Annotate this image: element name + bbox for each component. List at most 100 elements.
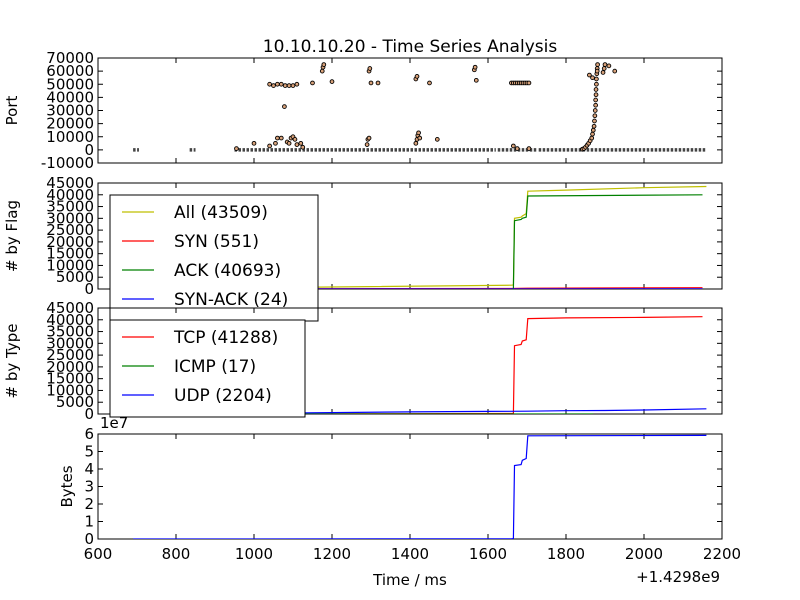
plots-group: -100000100002000030000400005000060000700… [3,49,741,563]
x-tick-label: 600 [84,545,113,563]
types-y-tick-label: 30000 [46,334,94,352]
port-point [234,146,239,151]
bytes-y-tick-label: 3 [84,478,94,496]
port-y-tick-label: 30000 [46,102,94,120]
bytes-y-tick-label: 6 [84,425,94,443]
bytes-y-tick-label: 0 [84,530,94,548]
flags-y-tick-label: 20000 [46,233,94,251]
bytes-y-axis-label: Bytes [58,465,76,507]
port-point [510,143,516,149]
bytes-panel: 600 800 1000 1200 1400 1600 1800 2000 2200 012345… [58,414,741,563]
flags-y-tick-label: 25000 [46,221,94,239]
port-y-tick-label: 10000 [46,128,94,146]
port-point [375,80,381,86]
flags-y-tick-label: 45000 [46,174,94,192]
port-data-layer [133,62,707,152]
port-point [606,63,612,69]
port-point [275,81,280,87]
port-point [416,130,421,136]
port-point [594,81,599,87]
types-legend: TCP (41288) ICMP (17) UDP (2204) [109,319,306,418]
port-point [594,68,600,74]
legend-label: ACK (40693) [174,261,281,281]
port-panel: -100000100002000030000400005000060000700… [3,49,723,172]
bytes-frame [97,433,723,540]
port-point [321,62,327,67]
port-y-tick-label: 20000 [46,115,94,133]
x-tick-label: 1400 [391,545,429,563]
types-y-tick-label: 40000 [46,311,94,329]
types-y-tick-label: 35000 [46,323,94,341]
port-point [593,97,598,103]
port-point [434,137,440,142]
flags-y-tick-label: 35000 [46,198,94,216]
port-point [294,142,300,147]
legend-label: TCP (41288) [173,328,278,348]
x-tick-label: 2200 [703,545,741,563]
port-point [286,83,292,88]
port-point [473,77,479,83]
bytes-y-tick-label: 1 [84,513,94,531]
x-tick-label: 2000 [625,545,663,563]
port-point [329,79,335,84]
types-y-tick-label: 45000 [46,299,94,317]
bytes-y-tick-label: 5 [84,443,94,461]
port-y-tick-label: 0 [84,141,94,159]
flags-y-axis-label: # by Flag [3,200,21,272]
port-point [593,92,599,98]
x-tick-label: 800 [162,545,191,563]
port-point [294,81,300,87]
legend-label: SYN (551) [174,232,259,252]
port-point [273,140,278,146]
port-y-tick-label: 60000 [46,62,94,80]
flags-y-tick-label: 5000 [56,268,94,286]
types-y-axis-label: # by Type [3,324,21,399]
port-point [593,87,599,92]
port-point [427,80,432,86]
port-point [282,83,288,88]
legend-label: All (43509) [174,203,268,223]
legend-label: UDP (2204) [174,386,272,406]
port-point [292,137,298,142]
flags-y-tick-label: 40000 [46,186,94,204]
port-point [278,135,284,141]
y-multiplier-label: 1e7 [100,414,128,432]
port-point [364,142,370,147]
flags-legend: All (43509) SYN (551) ACK (40693) SYN-ACK (… [109,194,319,322]
port-point [592,118,597,124]
port-point [413,140,419,146]
port-point [366,135,372,141]
port-point [282,104,287,109]
bytes-y-tick-label: 2 [84,495,94,513]
port-point [367,66,373,71]
port-point [595,62,600,67]
bytes-y-tick-label: 4 [84,460,94,478]
port-point [267,143,272,149]
port-y-tick-label: 40000 [46,88,94,106]
bytes-data-layer [133,434,707,539]
port-point [591,123,597,129]
port-point [290,83,296,88]
legend-box [109,194,319,322]
bytes-series-line-0 [133,434,707,539]
port-point [514,146,520,151]
flags-series-line-0 [133,185,707,289]
port-point [587,72,592,78]
flags-y-tick-label: 30000 [46,209,94,227]
port-y-tick-label: 70000 [46,49,94,67]
port-point [319,68,325,74]
port-point [275,135,280,141]
types-y-tick-label: 10000 [46,381,94,399]
port-point [298,140,304,146]
types-series-line-0 [133,316,703,414]
port-point [300,144,306,150]
x-tick-label: 1800 [547,545,585,563]
port-frame [97,57,723,164]
port-point [602,62,608,67]
port-point [472,64,478,70]
port-point [594,76,599,82]
port-point [271,83,276,88]
port-y-tick-label: 50000 [46,75,94,93]
port-point [368,80,374,86]
